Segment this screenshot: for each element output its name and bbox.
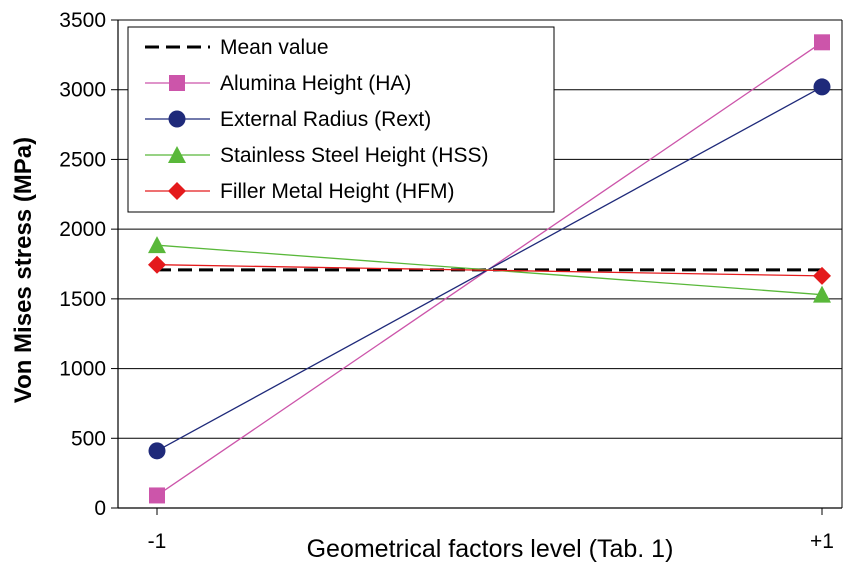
legend-label: Alumina Height (HA) (220, 72, 411, 95)
y-tick-labels: 0 500 1000 1500 2000 2500 3000 3500 (59, 9, 106, 520)
y-tick-label: 1500 (59, 288, 106, 311)
x-tick-labels: -1 +1 (148, 530, 834, 553)
data-point (814, 34, 830, 51)
x-tick-label: +1 (810, 530, 834, 553)
data-point (813, 266, 831, 285)
series-line (156, 86, 823, 452)
legend-label: External Radius (Rext) (220, 108, 431, 131)
legend-label: Stainless Steel Height (HSS) (220, 144, 488, 167)
data-point (148, 255, 166, 274)
y-tick-label: 0 (94, 497, 106, 520)
legend-marker (168, 146, 186, 163)
x-axis-title: Geometrical factors level (Tab. 1) (307, 535, 674, 563)
y-tick-label: 500 (71, 427, 106, 450)
legend: Mean value Alumina Height (HA) External Ra… (127, 26, 555, 213)
y-tick-label: 2000 (59, 218, 106, 241)
y-tick-label: 3500 (59, 9, 106, 32)
y-tick-label: 2500 (59, 148, 106, 171)
series-4 (148, 255, 831, 285)
axes (111, 19, 843, 515)
legend-label: Filler Metal Height (HFM) (220, 180, 455, 203)
series-2 (148, 78, 831, 460)
legend-marker (168, 110, 186, 128)
y-axis-title: Von Mises stress (MPa) (10, 137, 37, 403)
data-point (813, 78, 831, 96)
legend-marker (168, 182, 186, 200)
data-point (148, 442, 166, 460)
x-tick-label: -1 (148, 530, 167, 553)
y-tick-label: 3000 (59, 79, 106, 102)
y-tick-label: 1000 (59, 358, 106, 381)
data-point (149, 487, 165, 504)
data-point (813, 285, 831, 303)
legend-marker (169, 75, 185, 91)
legend-label: Mean value (220, 36, 329, 59)
data-point (148, 236, 166, 254)
series-group (148, 34, 831, 504)
series-line (156, 264, 823, 277)
